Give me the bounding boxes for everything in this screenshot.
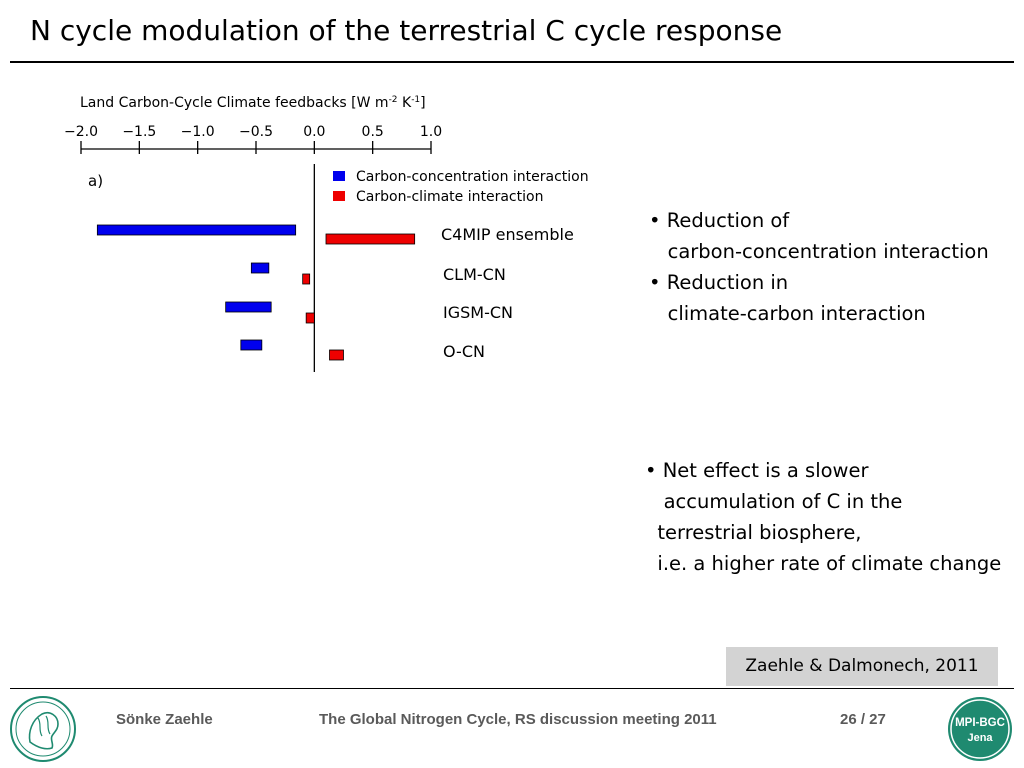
logo-text-line: Jena bbox=[967, 732, 993, 744]
x-tick-label: −2.0 bbox=[64, 124, 98, 140]
category-label: IGSM-CN bbox=[443, 303, 513, 322]
x-tick-label: 0.5 bbox=[362, 124, 384, 140]
legend-swatch bbox=[333, 191, 345, 201]
bullet-line: climate-carbon interaction bbox=[649, 302, 926, 325]
bar-carbon-climate bbox=[305, 312, 315, 324]
x-tick-label: −1.0 bbox=[181, 124, 215, 140]
x-tick-label: 1.0 bbox=[420, 124, 442, 140]
bullet-line: • Net effect is a slower bbox=[645, 459, 869, 482]
slide-title: N cycle modulation of the terrestrial C … bbox=[30, 14, 783, 47]
bullet-list-bottom: • Net effect is a slower accumulation of… bbox=[645, 455, 1001, 579]
category-label: O-CN bbox=[443, 342, 485, 361]
mpg-minerva-logo-icon bbox=[10, 696, 76, 762]
bar-carbon-concentration bbox=[250, 262, 270, 274]
x-tick-label: 0.0 bbox=[303, 124, 325, 140]
bar-carbon-climate bbox=[302, 273, 311, 285]
bullet-list-top: • Reduction of carbon-concentration inte… bbox=[649, 205, 989, 329]
bullet-line: • Reduction of bbox=[649, 209, 790, 232]
bar-carbon-climate bbox=[329, 349, 344, 361]
footer-author: Sönke Zaehle bbox=[116, 711, 213, 728]
bullet-line: terrestrial biosphere, bbox=[645, 521, 862, 544]
citation-box: Zaehle & Dalmonech, 2011 bbox=[726, 647, 998, 686]
x-tick-label: −1.5 bbox=[122, 124, 156, 140]
logo-text-line: MPI-BGC bbox=[955, 717, 1005, 729]
mpi-bgc-logo-icon: MPI-BGC Jena bbox=[948, 697, 1012, 761]
chart-title: Land Carbon-Cycle Climate feedbacks [W m… bbox=[80, 95, 426, 111]
bar-carbon-concentration bbox=[240, 339, 263, 351]
page-number: 26 / 27 bbox=[840, 711, 886, 728]
category-label: C4MIP ensemble bbox=[441, 225, 574, 244]
panel-label: a) bbox=[88, 172, 103, 190]
legend-label: Carbon-climate interaction bbox=[356, 189, 543, 205]
footer-divider bbox=[10, 688, 1014, 689]
bullet-line: accumulation of C in the bbox=[645, 490, 903, 513]
bar-carbon-concentration bbox=[225, 301, 272, 313]
legend-swatch bbox=[333, 171, 345, 181]
legend-label: Carbon-concentration interaction bbox=[356, 169, 589, 185]
bullet-line: • Reduction in bbox=[649, 271, 789, 294]
feedback-bar-chart: Land Carbon-Cycle Climate feedbacks [W m… bbox=[64, 95, 589, 372]
bar-carbon-concentration bbox=[96, 224, 297, 236]
x-tick-label: −0.5 bbox=[239, 124, 273, 140]
footer-meeting: The Global Nitrogen Cycle, RS discussion… bbox=[319, 711, 717, 728]
title-divider bbox=[10, 61, 1014, 63]
bar-carbon-climate bbox=[325, 233, 416, 245]
bullet-line: carbon-concentration interaction bbox=[649, 240, 989, 263]
bullet-line: i.e. a higher rate of climate change bbox=[645, 552, 1002, 575]
category-label: CLM-CN bbox=[443, 265, 506, 284]
